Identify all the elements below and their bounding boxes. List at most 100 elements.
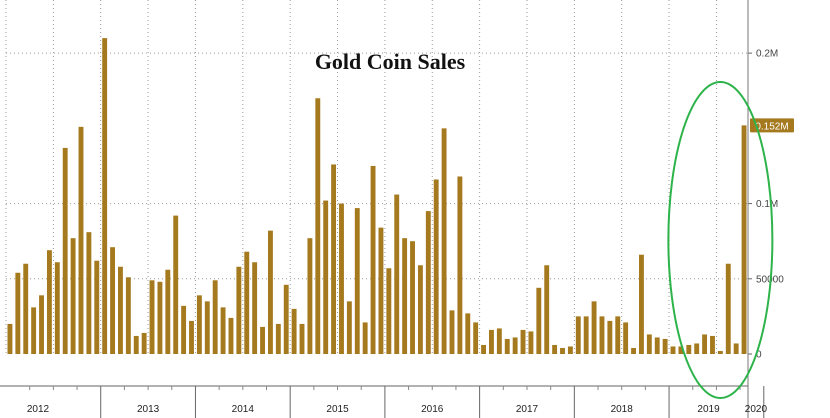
x-year-label: 2015 (326, 404, 349, 415)
bar (220, 307, 226, 354)
bar (346, 301, 352, 354)
bar (441, 128, 447, 354)
bar (433, 179, 439, 354)
bar (62, 147, 68, 354)
x-year-label: 2014 (232, 404, 255, 415)
bar (125, 277, 131, 354)
bar (339, 203, 344, 354)
bar (670, 346, 676, 354)
bar (678, 346, 684, 354)
chart-title: Gold Coin Sales (315, 49, 466, 74)
bar (362, 322, 368, 354)
bar (623, 322, 629, 354)
highlight-ellipse (667, 81, 774, 399)
bar (717, 350, 723, 354)
bar (615, 316, 621, 354)
y-tick-label: 0.2M (756, 49, 778, 60)
bar (725, 263, 731, 354)
bar (496, 328, 502, 354)
bar (370, 165, 376, 354)
x-year-label: 2020 (745, 404, 768, 415)
bar (267, 230, 273, 354)
bar (449, 310, 455, 354)
bar (70, 238, 76, 354)
x-year-label: 2017 (516, 404, 539, 415)
bar (204, 301, 210, 354)
bar (544, 265, 550, 354)
bar (567, 346, 573, 354)
bar (599, 316, 605, 354)
x-year-label: 2012 (27, 404, 50, 415)
bar (686, 344, 692, 354)
bar (575, 316, 581, 354)
bar (86, 232, 92, 354)
bar (552, 344, 558, 354)
bar (157, 281, 163, 354)
bar (631, 347, 636, 354)
bar (520, 329, 526, 354)
bars-layer (7, 38, 747, 355)
bar (236, 266, 242, 354)
y-tick-label: 0 (756, 350, 762, 361)
bar (425, 211, 431, 354)
bar (473, 322, 479, 354)
bar (291, 308, 297, 354)
bar (591, 301, 597, 354)
bar (402, 238, 408, 354)
last-value-badge (750, 118, 794, 133)
bar (283, 284, 289, 354)
bar (181, 305, 187, 354)
grid-layer (5, 0, 748, 354)
bar (457, 176, 463, 354)
bar (260, 326, 265, 354)
bar (417, 265, 423, 354)
y-tick-label: 0.1M (756, 199, 778, 210)
bar (54, 262, 60, 354)
bar (173, 215, 179, 354)
bar (489, 329, 494, 354)
bar (733, 343, 739, 354)
bar (110, 247, 116, 354)
bar (165, 269, 171, 354)
bar (299, 323, 305, 354)
bar (7, 323, 13, 354)
bar (78, 126, 84, 354)
bar (189, 320, 194, 354)
bar (702, 334, 708, 354)
last-value-label: 0.152M (755, 121, 788, 132)
bar (31, 307, 37, 354)
bar (607, 320, 613, 354)
bar (654, 337, 660, 354)
bar (512, 337, 518, 354)
bar (583, 316, 589, 354)
bar (212, 280, 218, 354)
bar (228, 317, 234, 354)
bar (149, 280, 155, 354)
bar (307, 238, 313, 354)
bar (196, 295, 202, 354)
x-year-label: 2016 (421, 404, 444, 415)
bar (39, 295, 44, 354)
bar (378, 227, 384, 354)
bar (536, 287, 542, 354)
bar (481, 344, 487, 354)
bar (638, 254, 644, 354)
bar (694, 343, 700, 354)
bar (133, 335, 139, 354)
x-year-label: 2018 (611, 404, 634, 415)
bar (252, 262, 258, 354)
bar (646, 334, 652, 354)
bar (710, 335, 715, 354)
bar (662, 338, 668, 354)
bar (386, 268, 392, 354)
bar (331, 164, 337, 354)
bar (23, 263, 29, 354)
x-year-label: 2019 (697, 404, 720, 415)
bar (102, 38, 108, 355)
bar (465, 313, 471, 354)
bar (410, 241, 415, 354)
bar (741, 125, 747, 354)
